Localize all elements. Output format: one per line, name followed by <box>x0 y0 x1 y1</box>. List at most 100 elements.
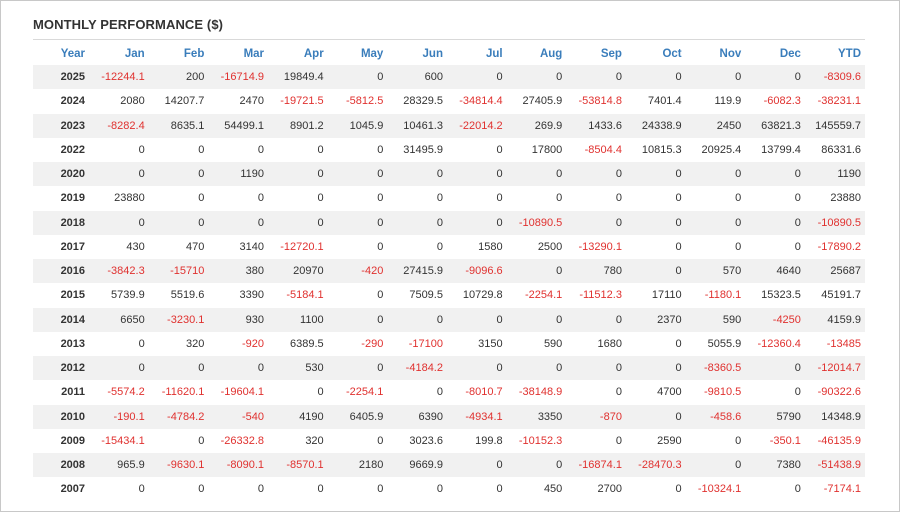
month-cell: -420 <box>361 265 384 278</box>
month-cell: 7380 <box>776 459 801 472</box>
column-header-jan: Jan <box>124 48 145 60</box>
table-body: 2025 -12244.1 200 -16714.9 19849.4 0 600 0 0 0 0 0 0… <box>33 65 865 502</box>
month-cell: 1680 <box>597 337 622 350</box>
month-cell: 63821.3 <box>761 119 801 132</box>
month-cell: 570 <box>722 265 742 278</box>
year-cell: 2025 <box>60 71 86 84</box>
month-cell: 0 <box>377 168 384 181</box>
month-cell: 6405.9 <box>349 410 384 423</box>
month-cell: 0 <box>138 483 145 496</box>
month-cell: 0 <box>675 240 682 253</box>
month-cell: 0 <box>496 313 503 326</box>
year-cell: 2012 <box>60 362 86 375</box>
month-cell: 0 <box>317 216 324 229</box>
month-cell: -5574.2 <box>107 386 145 399</box>
table-row: 2013 0 320 -920 6389.5 -290 -17100 3150 590 1680 0… <box>33 331 865 356</box>
column-header-oct: Oct <box>662 48 682 60</box>
ytd-cell: 45191.7 <box>821 289 861 302</box>
month-cell: 450 <box>543 483 563 496</box>
month-cell: -4250 <box>772 313 801 326</box>
month-cell: 0 <box>138 168 145 181</box>
month-cell: -13290.1 <box>578 240 622 253</box>
table-row: 2014 6650 -3230.1 930 1100 0 0 0 0 0 2370 590 -4250 4… <box>33 307 865 332</box>
column-header-feb: Feb <box>183 48 205 60</box>
month-cell: 0 <box>794 362 801 375</box>
month-cell: 0 <box>735 216 742 229</box>
month-cell: 27415.9 <box>403 265 443 278</box>
table-row: 2020 0 0 1190 0 0 0 0 0 0 0 0 0 1190 <box>33 162 865 187</box>
month-cell: 0 <box>436 240 443 253</box>
month-cell: 430 <box>126 240 145 253</box>
month-cell: 0 <box>794 483 801 496</box>
month-cell: 0 <box>198 434 205 447</box>
table-row: 2007 0 0 0 0 0 0 0 450 2700 0 -10324.1 0 -7174.1 <box>33 477 865 502</box>
month-cell: -3230.1 <box>167 313 205 326</box>
month-cell: 1045.9 <box>349 119 384 132</box>
month-cell: -8570.1 <box>286 459 324 472</box>
month-cell: 0 <box>556 362 563 375</box>
month-cell: 5519.6 <box>170 289 205 302</box>
month-cell: 0 <box>496 71 503 84</box>
month-cell: 2180 <box>358 459 384 472</box>
year-cell: 2019 <box>60 192 86 205</box>
month-cell: 0 <box>675 192 682 205</box>
month-cell: 14207.7 <box>164 95 205 108</box>
ytd-cell: -90322.6 <box>817 386 861 399</box>
month-cell: 0 <box>735 71 742 84</box>
month-cell: 7401.4 <box>647 95 682 108</box>
month-cell: 0 <box>496 459 503 472</box>
month-cell: 0 <box>138 216 145 229</box>
year-cell: 2023 <box>60 119 86 132</box>
month-cell: -34814.4 <box>459 95 503 108</box>
month-cell: 0 <box>377 143 384 156</box>
month-cell: 0 <box>794 240 801 253</box>
month-cell: 0 <box>556 459 563 472</box>
month-cell: -350.1 <box>769 434 801 447</box>
month-cell: -3842.3 <box>107 265 145 278</box>
ytd-cell: 25687 <box>830 265 861 278</box>
column-header-year: Year <box>60 48 86 60</box>
month-cell: 0 <box>735 168 742 181</box>
month-cell: 0 <box>198 216 205 229</box>
month-cell: 470 <box>186 240 205 253</box>
column-header-apr: Apr <box>303 48 324 60</box>
column-header-dec: Dec <box>779 48 801 60</box>
month-cell: -920 <box>241 337 265 350</box>
ytd-cell: -8309.6 <box>823 71 861 84</box>
month-cell: -1180.1 <box>704 289 742 302</box>
month-cell: 930 <box>245 313 265 326</box>
month-cell: 0 <box>615 386 622 399</box>
month-cell: -17100 <box>408 337 443 350</box>
month-cell: 2080 <box>120 95 145 108</box>
month-cell: 0 <box>377 313 384 326</box>
year-cell: 2018 <box>60 216 86 229</box>
month-cell: 24338.9 <box>641 119 682 132</box>
year-cell: 2022 <box>60 143 86 156</box>
month-cell: 1100 <box>300 313 324 326</box>
month-cell: 3390 <box>239 289 265 302</box>
month-cell: 31495.9 <box>403 143 443 156</box>
month-cell: 0 <box>317 143 324 156</box>
table-row: 2022 0 0 0 0 0 31495.9 0 17800 -8504.4 10815.3 2092… <box>33 137 865 162</box>
ytd-cell: -12014.7 <box>817 362 861 375</box>
month-cell: 0 <box>198 143 205 156</box>
month-cell: -6082.3 <box>763 95 801 108</box>
ytd-cell: 14348.9 <box>821 410 861 423</box>
ytd-cell: -46135.9 <box>817 434 861 447</box>
month-cell: 0 <box>794 386 801 399</box>
month-cell: 0 <box>496 143 503 156</box>
month-cell: 0 <box>496 168 503 181</box>
table-row: 2016 -3842.3 -15710 380 20970 -420 27415.9 -909… <box>33 259 865 284</box>
year-cell: 2014 <box>60 313 86 326</box>
month-cell: -8504.4 <box>584 143 622 156</box>
month-cell: 0 <box>317 483 324 496</box>
month-cell: 27405.9 <box>522 95 563 108</box>
month-cell: 200 <box>186 71 205 84</box>
month-cell: 0 <box>615 216 622 229</box>
year-cell: 2016 <box>60 265 86 278</box>
month-cell: 0 <box>675 483 682 496</box>
month-cell: 20970 <box>293 265 324 278</box>
month-cell: 17110 <box>651 289 682 302</box>
month-cell: 6390 <box>418 410 443 423</box>
